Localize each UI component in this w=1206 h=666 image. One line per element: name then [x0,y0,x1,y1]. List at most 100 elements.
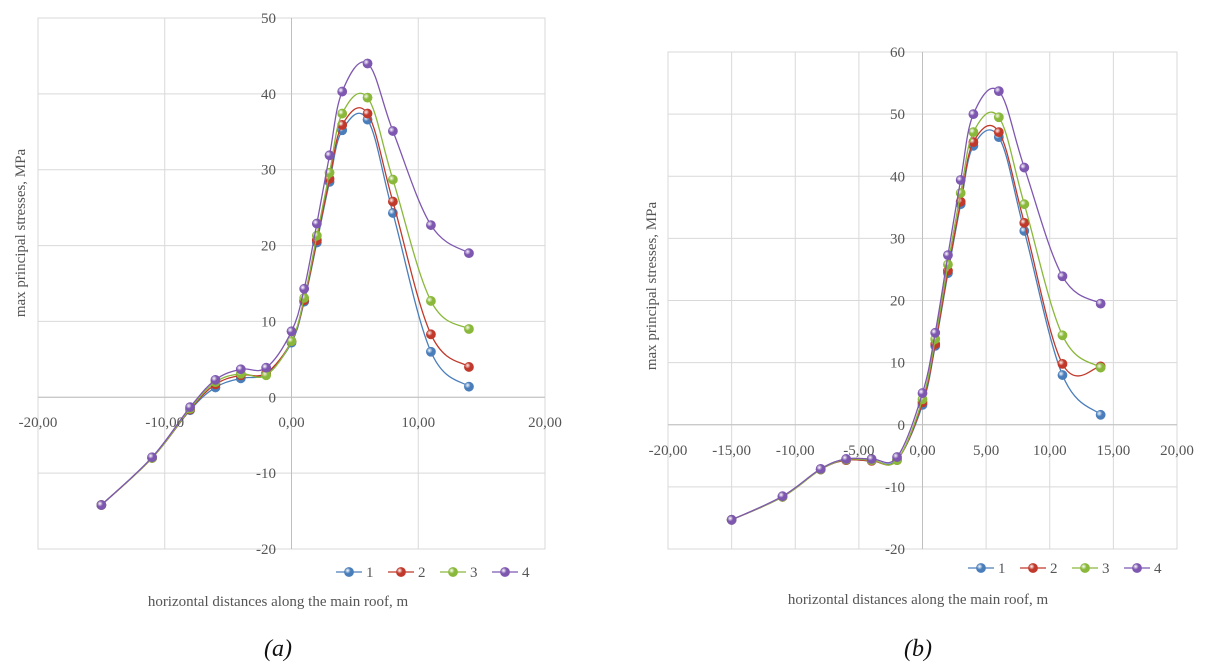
tick-labels: -20,00 -10,00 0,00 10,00 20,00 -20 -10 0 10 20 30 4… [19,11,562,558]
data-point [362,92,373,103]
tick-labels: -20,00 -15,00 -10,00 -5,00 0,00 5,00 10,00 15,0… [649,45,1194,558]
data-point [993,127,1004,138]
data-point [464,248,474,259]
data-point [1095,298,1106,309]
data-point [147,452,157,463]
x-tick-label: 20,00 [1160,443,1194,459]
data-point [185,402,195,413]
data-point [1019,162,1030,173]
data-point [261,362,272,373]
data-point [841,454,852,464]
data-point [362,108,373,119]
legend-label: 1 [366,565,374,581]
y-tick-label: 30 [261,163,276,179]
data-point [464,381,474,392]
series-group [96,58,474,510]
series-3 [96,92,474,510]
series-line [731,87,1102,521]
x-tick-label: 20,00 [528,415,562,431]
data-point [1057,358,1068,369]
y-tick-label: 30 [890,231,905,247]
legend-item-1: 1 [968,561,1006,577]
legend-label: 4 [522,565,530,581]
series-group [726,86,1106,525]
y-tick-label: -10 [256,466,276,482]
x-tick-label: -15,00 [712,443,751,459]
axes [668,52,1177,549]
legend-item-3: 3 [1072,561,1110,577]
legend: 1 2 3 4 [968,561,1162,577]
data-point [299,283,310,294]
data-point [943,250,953,261]
legend-item-1: 1 [336,565,374,581]
y-axis-title: max principal stresses, MPa [644,202,660,371]
legend-label: 2 [1050,561,1058,577]
x-tick-label: 15,00 [1097,443,1131,459]
legend-marker [1080,563,1090,573]
x-tick-label: -5,00 [843,443,874,459]
data-point [968,127,979,138]
series-line [100,61,470,506]
data-point [235,364,246,375]
y-tick-label: 50 [261,11,276,27]
y-tick-label: 20 [890,294,905,310]
data-point [993,112,1004,123]
legend-marker [396,567,406,577]
data-point [426,220,436,230]
data-point [777,491,788,502]
data-point [968,109,979,120]
series-1 [726,129,1106,525]
legend-marker [448,567,458,577]
data-point [1019,199,1030,210]
series-line [731,124,1101,521]
x-tick-label: 10,00 [1033,443,1067,459]
legend-marker [344,567,354,577]
data-point [1057,330,1068,341]
chart-panel-b: -20,00 -15,00 -10,00 -5,00 0,00 5,00 10,00 15,0… [644,45,1194,662]
legend-item-2: 2 [1020,561,1058,577]
series-2 [726,124,1106,525]
legend-item-4: 4 [1124,561,1162,577]
legend-label: 3 [1102,561,1110,577]
data-point [866,454,877,464]
data-point [337,86,348,97]
data-point [387,196,398,207]
series-4 [96,58,474,510]
series-line [731,129,1102,521]
x-tick-label: -20,00 [19,415,58,431]
series-line [100,107,470,506]
y-tick-label: 0 [269,390,277,406]
series-1 [96,112,474,510]
data-point [892,452,902,462]
legend-item-3: 3 [440,565,478,581]
data-point [917,388,928,398]
legend-label: 2 [418,565,426,581]
x-tick-label: -10,00 [145,415,184,431]
data-point [426,329,436,340]
data-point [337,108,348,119]
series-line [100,112,470,506]
x-tick-label: 0,00 [909,443,935,459]
legend-marker [976,563,986,573]
x-tick-label: 10,00 [401,415,435,431]
legend-marker [1132,563,1142,573]
data-point [311,218,322,229]
legend-label: 3 [470,565,478,581]
x-tick-label: 5,00 [973,443,999,459]
y-tick-label: 60 [890,45,905,61]
x-tick-label: -20,00 [649,443,688,459]
legend-item-4: 4 [492,565,530,581]
y-tick-label: 20 [261,239,276,255]
data-point [362,58,373,69]
legend-item-2: 2 [388,565,426,581]
data-point [1057,370,1068,380]
data-point [324,150,335,161]
panel-caption-b: (b) [904,636,932,662]
data-point [286,326,297,337]
series-4 [726,86,1106,525]
x-tick-label: -10,00 [776,443,815,459]
y-tick-label: 50 [890,107,905,123]
data-point [387,174,398,185]
data-point [337,120,348,130]
